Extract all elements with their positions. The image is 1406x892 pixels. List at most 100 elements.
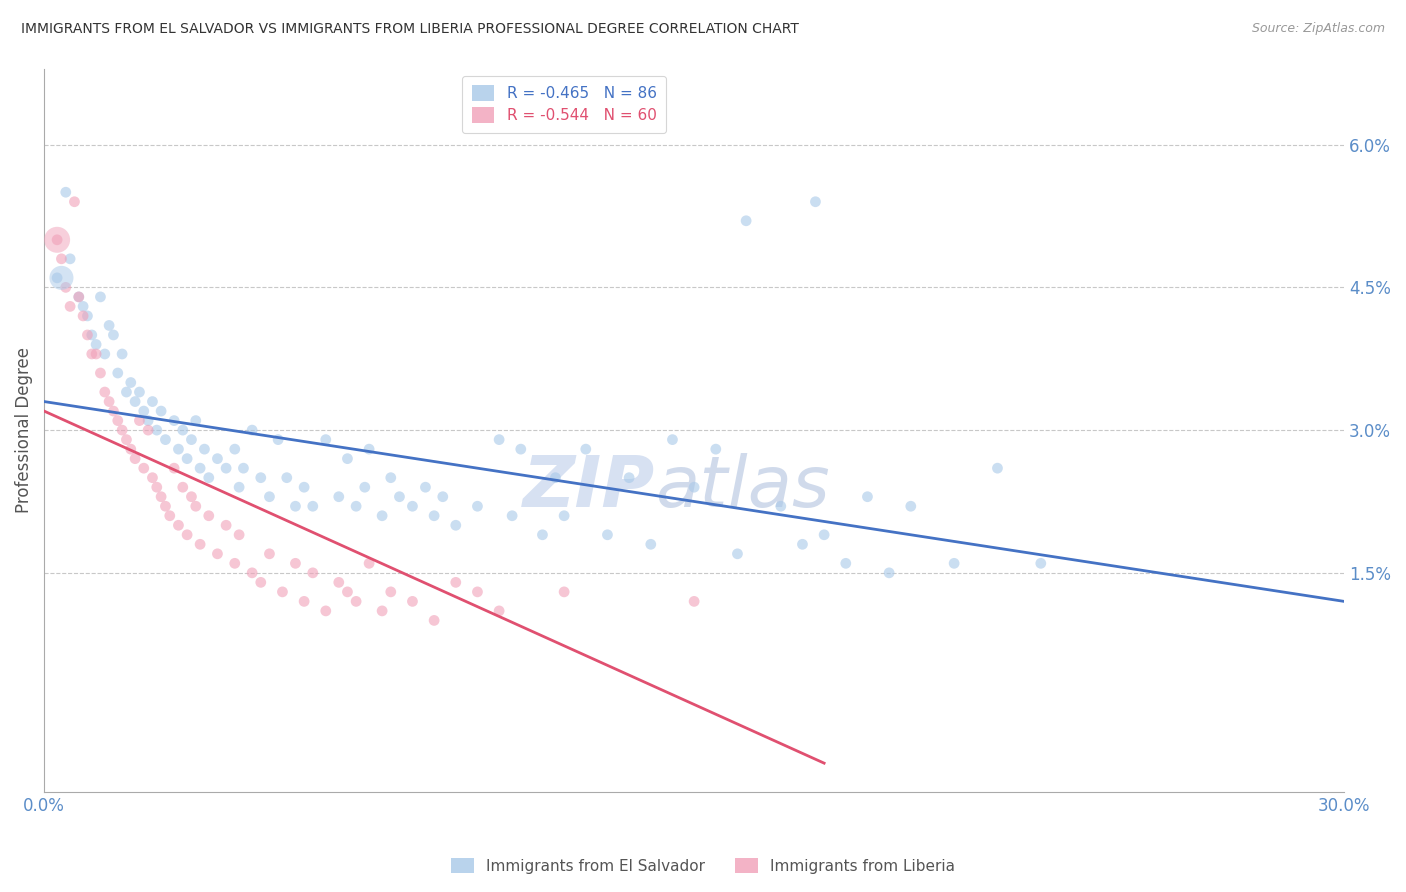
Point	[596, 528, 619, 542]
Point	[315, 604, 337, 618]
Text: Source: ZipAtlas.com: Source: ZipAtlas.com	[1251, 22, 1385, 36]
Point	[1029, 557, 1052, 571]
Point	[128, 414, 150, 428]
Point	[856, 490, 879, 504]
Point	[215, 518, 238, 533]
Text: IMMIGRANTS FROM EL SALVADOR VS IMMIGRANTS FROM LIBERIA PROFESSIONAL DEGREE CORRE: IMMIGRANTS FROM EL SALVADOR VS IMMIGRANT…	[21, 22, 799, 37]
Point	[553, 508, 575, 523]
Point	[249, 575, 271, 590]
Point	[813, 528, 835, 542]
Point	[150, 404, 173, 418]
Point	[467, 585, 489, 599]
Point	[575, 442, 598, 457]
Point	[943, 557, 966, 571]
Point	[501, 508, 523, 523]
Point	[188, 461, 211, 475]
Point	[336, 585, 359, 599]
Point	[197, 471, 219, 485]
Point	[76, 328, 98, 343]
Point	[55, 280, 77, 294]
Point	[167, 518, 190, 533]
Point	[141, 394, 163, 409]
Point	[359, 557, 381, 571]
Point	[727, 547, 749, 561]
Point	[107, 414, 129, 428]
Point	[371, 604, 394, 618]
Point	[284, 557, 307, 571]
Point	[76, 309, 98, 323]
Point	[167, 442, 190, 457]
Point	[120, 442, 142, 457]
Point	[344, 594, 367, 608]
Text: atlas: atlas	[655, 453, 830, 523]
Point	[661, 433, 683, 447]
Point	[132, 404, 155, 418]
Point	[401, 500, 423, 514]
Point	[207, 451, 229, 466]
Point	[877, 566, 900, 580]
Point	[423, 614, 446, 628]
Point	[67, 290, 90, 304]
Point	[259, 547, 281, 561]
Point	[176, 451, 198, 466]
Point	[67, 290, 90, 304]
Point	[792, 537, 814, 551]
Point	[84, 337, 107, 351]
Point	[444, 575, 467, 590]
Point	[146, 423, 169, 437]
Point	[488, 604, 510, 618]
Point	[128, 385, 150, 400]
Point	[120, 376, 142, 390]
Point	[46, 271, 69, 285]
Point	[51, 252, 73, 266]
Point	[51, 271, 73, 285]
Point	[232, 461, 254, 475]
Point	[683, 480, 706, 494]
Point	[59, 300, 82, 314]
Point	[301, 566, 323, 580]
Point	[423, 508, 446, 523]
Legend: Immigrants from El Salvador, Immigrants from Liberia: Immigrants from El Salvador, Immigrants …	[444, 852, 962, 880]
Point	[371, 508, 394, 523]
Point	[180, 490, 202, 504]
Point	[444, 518, 467, 533]
Point	[55, 185, 77, 199]
Point	[98, 394, 121, 409]
Point	[184, 414, 207, 428]
Point	[259, 490, 281, 504]
Point	[344, 500, 367, 514]
Point	[107, 366, 129, 380]
Point	[353, 480, 375, 494]
Point	[155, 500, 177, 514]
Point	[172, 480, 194, 494]
Text: ZIP: ZIP	[523, 453, 655, 523]
Point	[111, 423, 134, 437]
Point	[89, 366, 111, 380]
Point	[180, 433, 202, 447]
Point	[94, 347, 117, 361]
Point	[124, 451, 146, 466]
Point	[207, 547, 229, 561]
Point	[94, 385, 117, 400]
Point	[284, 500, 307, 514]
Point	[276, 471, 298, 485]
Point	[72, 309, 94, 323]
Point	[301, 500, 323, 514]
Point	[103, 328, 125, 343]
Point	[228, 528, 250, 542]
Point	[172, 423, 194, 437]
Point	[159, 508, 181, 523]
Point	[46, 233, 69, 247]
Point	[224, 442, 246, 457]
Point	[163, 414, 186, 428]
Point	[103, 404, 125, 418]
Point	[415, 480, 437, 494]
Point	[531, 528, 554, 542]
Point	[388, 490, 411, 504]
Point	[184, 500, 207, 514]
Point	[986, 461, 1008, 475]
Point	[224, 557, 246, 571]
Point	[683, 594, 706, 608]
Point	[59, 252, 82, 266]
Point	[193, 442, 215, 457]
